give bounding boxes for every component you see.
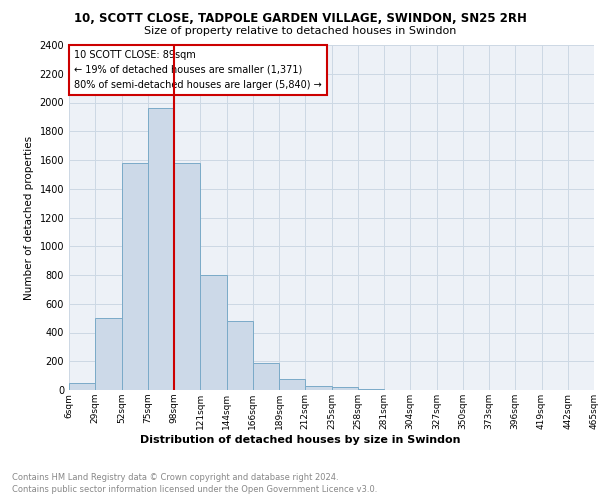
Bar [227,321,253,390]
Text: Distribution of detached houses by size in Swindon: Distribution of detached houses by size … [140,435,460,445]
Bar [253,362,279,390]
Bar [174,163,200,390]
Bar [95,318,121,390]
Bar [121,163,148,390]
Text: 10 SCOTT CLOSE: 89sqm
← 19% of detached houses are smaller (1,371)
80% of semi-d: 10 SCOTT CLOSE: 89sqm ← 19% of detached … [74,50,322,90]
Bar [200,275,227,390]
Text: 10, SCOTT CLOSE, TADPOLE GARDEN VILLAGE, SWINDON, SN25 2RH: 10, SCOTT CLOSE, TADPOLE GARDEN VILLAGE,… [74,12,526,26]
Bar [305,386,331,390]
Bar [69,383,95,390]
Text: Size of property relative to detached houses in Swindon: Size of property relative to detached ho… [144,26,456,36]
Text: Contains HM Land Registry data © Crown copyright and database right 2024.: Contains HM Land Registry data © Crown c… [12,472,338,482]
Bar [148,108,174,390]
Bar [279,378,305,390]
Text: Contains public sector information licensed under the Open Government Licence v3: Contains public sector information licen… [12,485,377,494]
Bar [331,387,358,390]
Bar [358,388,384,390]
Y-axis label: Number of detached properties: Number of detached properties [24,136,34,300]
